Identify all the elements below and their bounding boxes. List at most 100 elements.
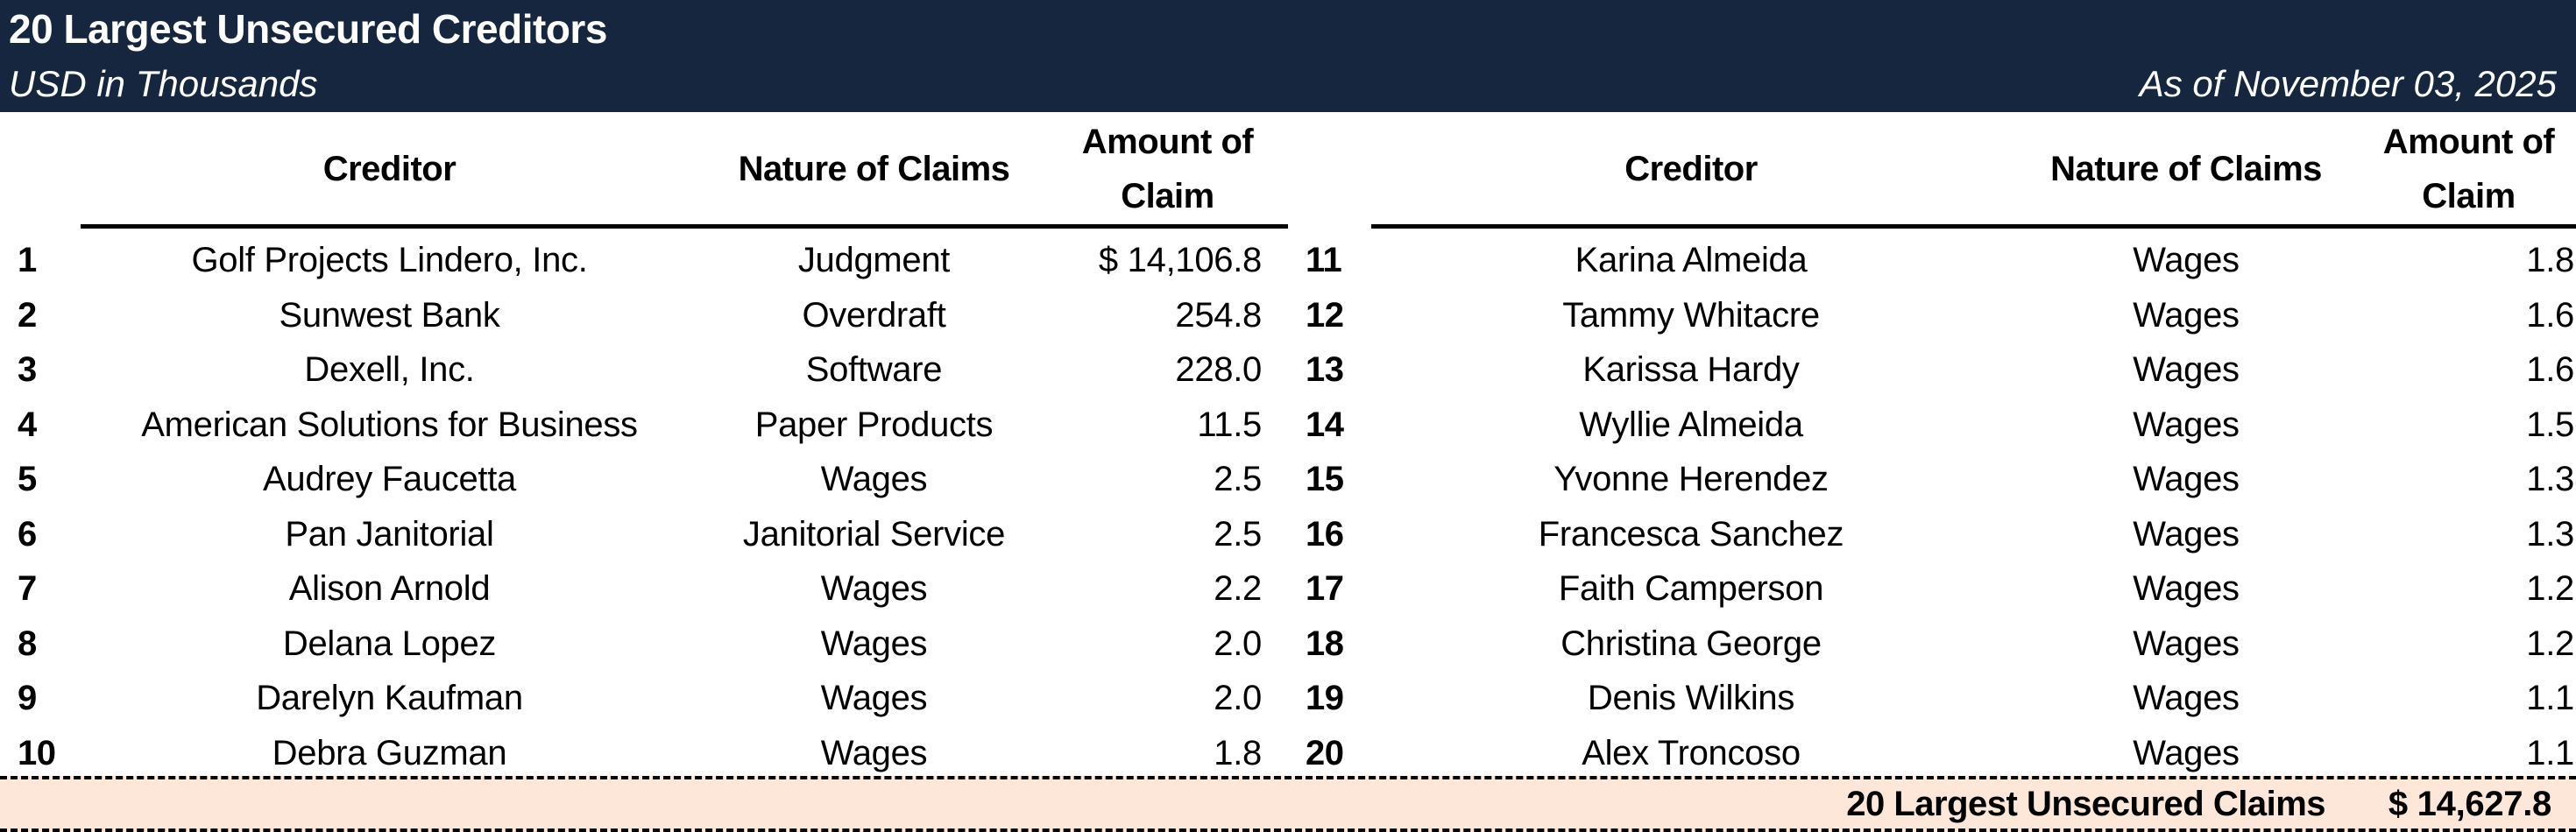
creditor-name: Denis Wilkins	[1587, 679, 1795, 717]
claim-amount: 1.5	[2526, 405, 2574, 444]
claim-nature: Wages	[2133, 295, 2240, 335]
row-rank: 5	[18, 460, 37, 498]
claim-nature: Wages	[2133, 679, 2240, 717]
creditor-name: Alison Arnold	[288, 569, 491, 608]
claim-nature: Wages	[2133, 405, 2240, 444]
row-rank: 12	[1306, 295, 1344, 335]
row-rank: 2	[18, 295, 37, 335]
table-row: 17 Faith Camperson Wages 1.2	[1288, 561, 2576, 617]
claim-nature: Wages	[820, 733, 928, 772]
creditor-name: Karina Almeida	[1575, 241, 1808, 279]
table-row: 2 Sunwest Bank Overdraft 254.8	[0, 288, 1288, 343]
table-row: 10 Debra Guzman Wages 1.8	[0, 726, 1288, 781]
claim-amount: 1.6	[2526, 295, 2574, 335]
creditor-name: Alex Troncoso	[1582, 733, 1801, 772]
claim-nature: Wages	[2133, 514, 2240, 553]
row-rank: 19	[1306, 679, 1344, 717]
claim-amount: 1.2	[2526, 624, 2574, 663]
creditor-name: American Solutions for Business	[141, 405, 638, 444]
claim-amount: 1.8	[1214, 733, 1262, 772]
claim-nature: Wages	[2133, 241, 2240, 279]
claim-nature: Wages	[2133, 350, 2240, 389]
claim-nature: Janitorial Service	[742, 514, 1006, 553]
claim-nature: Wages	[820, 624, 928, 663]
row-rank: 3	[18, 350, 37, 389]
claim-amount: 254.8	[1175, 295, 1262, 335]
creditor-name: Karissa Hardy	[1582, 350, 1800, 389]
total-row: 20 Largest Unsecured Claims $ 14,627.8	[0, 776, 2576, 832]
row-rank: 7	[18, 569, 37, 608]
table-row: 11 Karina Almeida Wages 1.8	[1288, 233, 2576, 288]
claim-nature: Wages	[820, 460, 928, 498]
units-subtitle: USD in Thousands	[9, 63, 318, 104]
claim-amount: 2.0	[1214, 624, 1262, 663]
row-rank: 8	[18, 624, 37, 663]
table-row: 15 Yvonne Herendez Wages 1.3	[1288, 452, 2576, 507]
creditor-name: Golf Projects Lindero, Inc.	[191, 241, 588, 279]
claim-nature: Wages	[2133, 569, 2240, 608]
table-row: 3 Dexell, Inc. Software 228.0	[0, 342, 1288, 398]
claim-nature: Software	[805, 350, 943, 389]
table-row: 16 Francesca Sanchez Wages 1.3	[1288, 507, 2576, 562]
creditor-name: Darelyn Kaufman	[256, 679, 523, 717]
claim-amount: 2.5	[1214, 460, 1262, 498]
creditors-table-left: Creditor Nature of Claims Amount of Clai…	[0, 112, 1288, 778]
column-header-amount-line1: Amount of	[2382, 123, 2555, 161]
creditor-name: Sunwest Bank	[279, 295, 500, 335]
page-title: 20 Largest Unsecured Creditors	[9, 6, 607, 52]
claim-amount: 2.5	[1214, 514, 1262, 553]
table-row: 6 Pan Janitorial Janitorial Service 2.5	[0, 507, 1288, 562]
as-of-date: As of November 03, 2025	[2139, 63, 2557, 104]
claim-nature: Overdraft	[802, 295, 946, 335]
row-rank: 11	[1306, 241, 1342, 279]
header-band: 20 Largest Unsecured Creditors USD in Th…	[0, 0, 2576, 112]
claim-amount: 1.1	[2526, 733, 2574, 772]
row-rank: 9	[18, 679, 37, 717]
rows-left: 1 Golf Projects Lindero, Inc. Judgment $…	[0, 233, 1288, 780]
table-row: 13 Karissa Hardy Wages 1.6	[1288, 342, 2576, 398]
row-rank: 15	[1306, 460, 1344, 498]
creditor-name: Faith Camperson	[1558, 569, 1824, 608]
column-header-nature: Nature of Claims	[738, 150, 1010, 188]
table-row: 8 Delana Lopez Wages 2.0	[0, 617, 1288, 672]
table-row: 9 Darelyn Kaufman Wages 2.0	[0, 671, 1288, 726]
creditor-name: Pan Janitorial	[285, 514, 494, 553]
row-rank: 17	[1306, 569, 1344, 608]
column-header-amount: Amount of Claim	[2361, 112, 2576, 226]
claim-amount: 228.0	[1175, 350, 1262, 389]
claim-nature: Wages	[820, 569, 928, 608]
claim-nature: Wages	[2133, 460, 2240, 498]
table-row: 19 Denis Wilkins Wages 1.1	[1288, 671, 2576, 726]
claim-nature: Wages	[2133, 733, 2240, 772]
claim-amount: 1.3	[2526, 514, 2574, 553]
column-header-amount: Amount of Claim	[1047, 112, 1288, 226]
header-divider	[81, 224, 1288, 229]
column-header-creditor: Creditor	[1624, 150, 1758, 188]
claim-amount: 1.3	[2526, 460, 2574, 498]
claim-nature: Wages	[2133, 624, 2240, 663]
claim-amount: 11.5	[1197, 405, 1262, 444]
claim-amount: 2.2	[1214, 569, 1262, 608]
table-row: 12 Tammy Whitacre Wages 1.6	[1288, 288, 2576, 343]
claim-nature: Paper Products	[754, 405, 994, 444]
claim-amount: 1.1	[2526, 679, 2574, 717]
row-rank: 10	[18, 733, 56, 772]
creditor-name: Yvonne Herendez	[1553, 460, 1829, 498]
creditor-name: Delana Lopez	[282, 624, 497, 663]
creditor-name: Francesca Sanchez	[1538, 514, 1844, 553]
row-rank: 1	[18, 241, 37, 279]
row-rank: 18	[1306, 624, 1344, 663]
row-rank: 14	[1306, 405, 1344, 444]
claim-amount: 1.2	[2526, 569, 2574, 608]
header-divider	[1371, 224, 2576, 229]
claim-amount: $ 14,106.8	[1098, 241, 1262, 279]
table-row: 14 Wyllie Almeida Wages 1.5	[1288, 398, 2576, 453]
column-header-amount-line1: Amount of	[1081, 123, 1254, 161]
table-row: 5 Audrey Faucetta Wages 2.5	[0, 452, 1288, 507]
creditor-name: Wyllie Almeida	[1579, 405, 1803, 444]
claim-amount: 1.6	[2526, 350, 2574, 389]
creditor-name: Dexell, Inc.	[304, 350, 475, 389]
column-header-amount-line2: Claim	[2422, 177, 2516, 215]
table-row: 4 American Solutions for Business Paper …	[0, 398, 1288, 453]
creditor-name: Tammy Whitacre	[1562, 295, 1820, 335]
